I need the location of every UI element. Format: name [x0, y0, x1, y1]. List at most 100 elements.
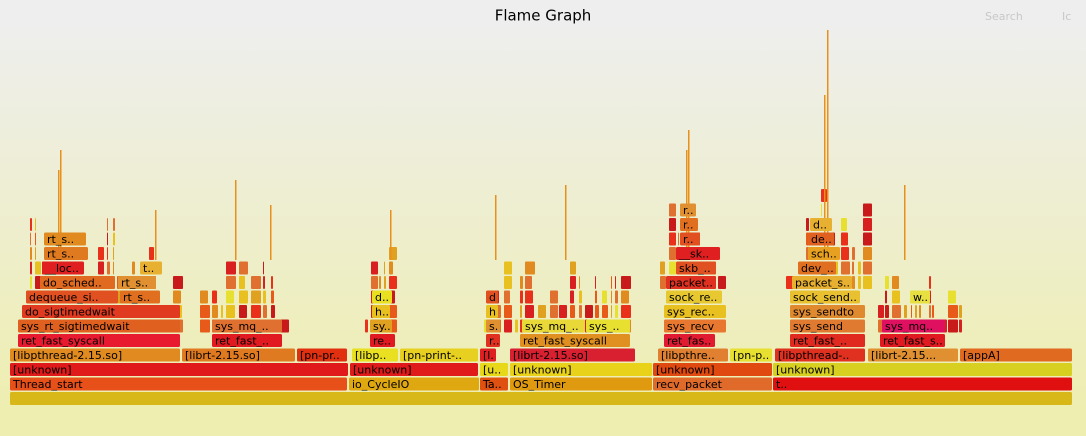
frame[interactable]: dequeue_si..: [26, 290, 118, 305]
frame[interactable]: ret_fast_..: [212, 334, 282, 348]
frame[interactable]: t..: [140, 261, 162, 276]
frame[interactable]: ret_fas..: [664, 334, 715, 348]
minor-frame: [841, 247, 849, 260]
frame-box: [522, 319, 585, 333]
minor-frame: [885, 276, 889, 289]
frame-label: do_sched..: [43, 277, 102, 290]
frame[interactable]: sys_sendto: [790, 305, 865, 319]
frame[interactable]: [unknown]: [773, 363, 1072, 377]
frame[interactable]: d..: [486, 290, 503, 305]
frame[interactable]: [libpthread-2.15.so]: [10, 348, 180, 363]
frame[interactable]: sys_rt_sigtimedwait: [18, 319, 180, 334]
frame[interactable]: h..: [372, 305, 390, 319]
frame[interactable]: packet_s..: [792, 276, 852, 290]
frame[interactable]: sys_mq_..: [212, 319, 282, 334]
frame[interactable]: __loc..: [42, 261, 84, 276]
frame-box: [664, 319, 726, 333]
frame[interactable]: sock_send..: [790, 290, 860, 305]
frame[interactable]: r..: [680, 203, 696, 218]
frame[interactable]: sys_mq_..: [522, 319, 585, 334]
minor-frame: [35, 261, 41, 275]
frame[interactable]: de..: [808, 232, 834, 247]
minor-frame: [226, 290, 234, 304]
frame[interactable]: skb_..: [676, 261, 716, 276]
frame[interactable]: [unknown]: [10, 363, 348, 377]
frame[interactable]: ret_fast_..: [790, 334, 865, 348]
frame[interactable]: [pn-print-..: [400, 348, 478, 363]
frame[interactable]: OS_Timer: [510, 377, 652, 392]
frame[interactable]: io_CycleIO: [349, 377, 479, 392]
frame[interactable]: [librt-2.15...: [868, 348, 958, 363]
minor-frame: [904, 305, 907, 318]
frame-box: [808, 247, 840, 260]
frame-label: [librt-2.15.so]: [513, 349, 588, 362]
frame[interactable]: [librt-2.15.so]: [510, 348, 635, 363]
frame[interactable]: Thread_start: [10, 377, 347, 392]
frame[interactable]: d..: [372, 290, 392, 305]
frame[interactable]: [librt-2.15.so]: [182, 348, 295, 363]
frame[interactable]: d..: [810, 218, 832, 232]
frame[interactable]: do_sigtimedwait: [22, 305, 180, 319]
frame[interactable]: sy..: [370, 319, 392, 334]
minor-frame: [821, 203, 822, 217]
frame[interactable]: rt_s..: [44, 232, 86, 247]
frame[interactable]: [libpthre..: [658, 348, 728, 363]
frame[interactable]: [pn-pr..: [297, 348, 347, 363]
frame-box: [372, 305, 390, 318]
frame[interactable]: rt_s..: [120, 290, 160, 305]
frame[interactable]: ret_fast_syscall: [520, 334, 630, 348]
minor-frame: [660, 261, 665, 275]
frame[interactable]: sys_rec..: [664, 305, 726, 319]
frame[interactable]: [l..: [480, 348, 497, 363]
frame[interactable]: ret_fast_syscall: [18, 334, 180, 348]
frame[interactable]: rt_s..: [44, 247, 88, 261]
frame[interactable]: r..: [486, 334, 500, 348]
frame[interactable]: sys_send: [790, 319, 865, 334]
minor-frame: [669, 261, 676, 275]
frame[interactable]: sys_..: [586, 319, 630, 334]
frame[interactable]: do_sched..: [40, 276, 115, 290]
frame[interactable]: h..: [486, 305, 503, 319]
frame[interactable]: r..: [680, 218, 698, 232]
frame[interactable]: w..: [910, 290, 930, 305]
minor-frame: [863, 276, 872, 289]
frame[interactable]: sys_mq..: [882, 319, 945, 334]
frame[interactable]: [libpthread-..: [775, 348, 865, 363]
frame[interactable]: rt_s..: [118, 276, 156, 290]
frame[interactable]: sock_re..: [666, 290, 722, 305]
frame[interactable]: ret_fast_s..: [880, 334, 945, 348]
frame[interactable]: [unknown]: [653, 363, 772, 377]
frame[interactable]: dev_..: [798, 261, 836, 276]
frame[interactable]: sys_recv: [664, 319, 726, 334]
frame-box: [910, 290, 930, 304]
search-button[interactable]: Search: [985, 10, 1023, 23]
minor-frame: [113, 247, 114, 260]
frame[interactable]: re..: [370, 334, 395, 348]
minor-frame: [669, 218, 676, 231]
frame[interactable]: [pn-p..: [730, 348, 772, 363]
frame[interactable]: Ta..: [480, 377, 508, 392]
frame-label: [pn-pr..: [300, 349, 340, 362]
frame[interactable]: recv_packet: [653, 377, 772, 392]
frame-box: [773, 363, 1072, 376]
ic-button[interactable]: Ic: [1062, 10, 1071, 23]
frame[interactable]: t..: [773, 377, 1072, 392]
frame[interactable]: sch..: [808, 247, 840, 261]
frame[interactable]: [libp..: [352, 348, 398, 363]
frame-box: [370, 334, 395, 347]
frame[interactable]: __sk..: [676, 247, 720, 261]
frame[interactable]: r..: [680, 232, 700, 247]
frame[interactable]: s..: [486, 319, 502, 334]
frame[interactable]: [u..: [480, 363, 508, 377]
frame[interactable]: [unknown]: [510, 363, 652, 377]
frame[interactable]: [unknown]: [350, 363, 478, 377]
frame-box: [480, 363, 508, 376]
minor-frame: [107, 247, 108, 260]
minor-frame: [932, 305, 934, 318]
minor-frame: [718, 276, 726, 289]
frame[interactable]: packet..: [666, 276, 716, 290]
minor-frame: [271, 290, 274, 304]
frame-box: [297, 348, 347, 362]
frame[interactable]: [appA]: [960, 348, 1072, 363]
minor-frame: [35, 247, 36, 260]
